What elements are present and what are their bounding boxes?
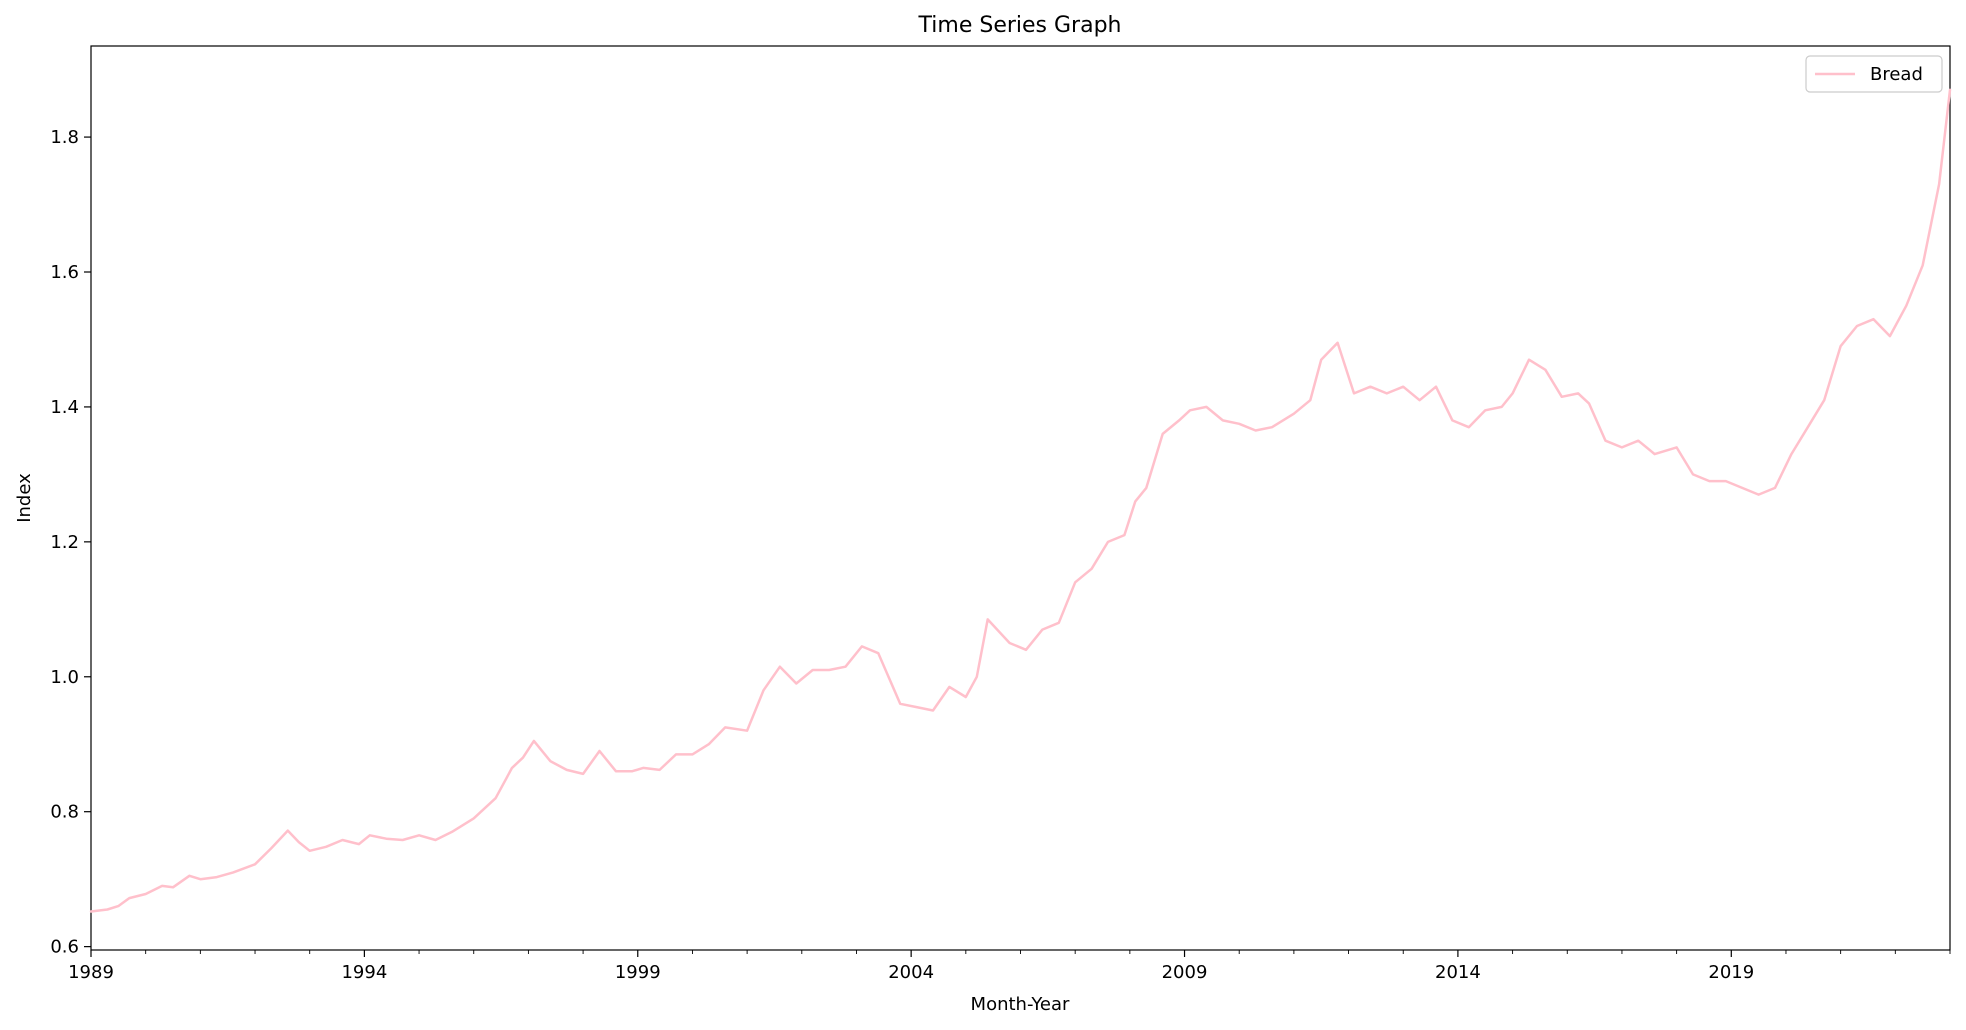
x-tick-label: 2009 (1162, 962, 1208, 983)
x-tick-label: 1989 (68, 962, 114, 983)
y-axis: 0.6 0.8 1.0 1.2 1.4 1.6 1.8 (50, 127, 91, 958)
x-tick-label: 2019 (1708, 962, 1754, 983)
series-line-bread (89, 88, 1952, 913)
x-axis: 1989 1994 1999 2004 2009 2014 2019 (68, 950, 1951, 983)
y-tick-label: 0.8 (50, 802, 79, 823)
y-tick-label: 0.6 (50, 937, 79, 958)
x-axis-title: Month-Year (971, 994, 1070, 1015)
y-tick-label: 1.4 (50, 397, 79, 418)
plot-area (89, 45, 1952, 951)
plot-frame (90, 45, 1951, 951)
x-tick-label: 2004 (888, 962, 934, 983)
chart-title: Time Series Graph (918, 13, 1122, 38)
x-tick-label: 1999 (615, 962, 661, 983)
series-layer (89, 88, 1952, 913)
legend-label-bread: Bread (1870, 64, 1923, 85)
y-tick-label: 1.0 (50, 667, 79, 688)
y-axis-title: Index (14, 473, 35, 523)
x-tick-label: 1994 (341, 962, 387, 983)
legend: Bread (1805, 55, 1943, 93)
x-tick-label: 2014 (1435, 962, 1481, 983)
y-tick-label: 1.6 (50, 262, 79, 283)
y-tick-label: 1.2 (50, 532, 79, 553)
y-tick-label: 1.8 (50, 127, 79, 148)
legend-box (1805, 55, 1943, 93)
